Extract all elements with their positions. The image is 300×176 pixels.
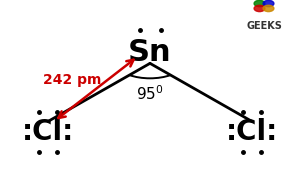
Text: GEEKS: GEEKS	[246, 21, 282, 31]
Circle shape	[263, 0, 274, 7]
Circle shape	[254, 5, 265, 12]
Circle shape	[254, 0, 265, 7]
Text: :Cl:: :Cl:	[22, 118, 74, 146]
Circle shape	[263, 5, 274, 12]
Text: Sn: Sn	[128, 38, 172, 67]
Text: :Cl:: :Cl:	[226, 118, 278, 146]
Text: 242 pm: 242 pm	[43, 73, 101, 87]
Text: $95^0$: $95^0$	[136, 84, 164, 103]
